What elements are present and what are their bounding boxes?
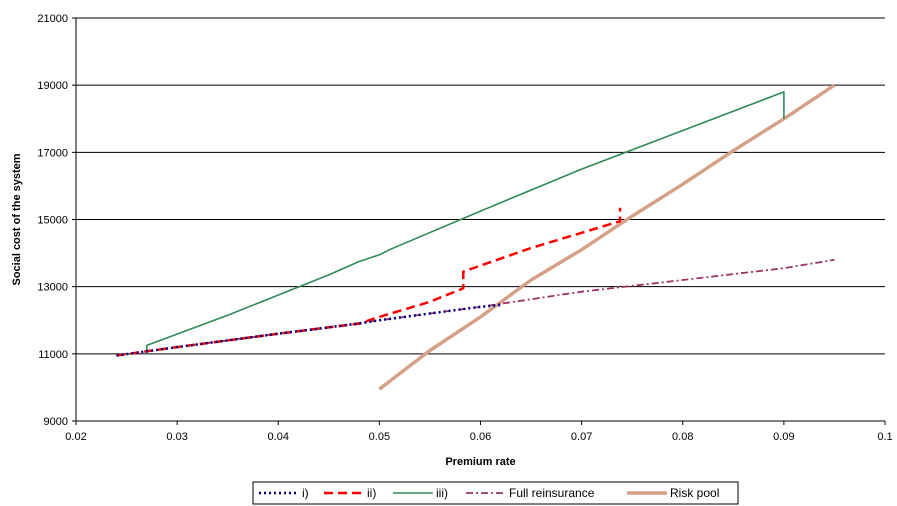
x-axis-ticks: 0.02 0.03 0.04 0.05 0.06 0.07 0.08 0.09 0.1 xyxy=(65,421,893,443)
legend-label: iii) xyxy=(436,486,448,500)
y-tick-label: 9000 xyxy=(44,416,68,428)
legend: i) ii) iii) Full reinsurance Risk pool xyxy=(252,481,739,505)
y-axis-ticks: 9000 11000 13000 15000 17000 19000 21000 xyxy=(37,13,76,428)
y-tick-label: 15000 xyxy=(37,215,68,227)
x-tick-label: 0.06 xyxy=(470,431,491,443)
x-tick-label: 0.04 xyxy=(268,431,289,443)
legend-box xyxy=(252,481,739,505)
y-tick-label: 11000 xyxy=(38,349,68,361)
legend-label: ii) xyxy=(367,486,376,500)
x-tick-label: 0.09 xyxy=(773,431,794,443)
y-axis-label: Social cost of the system xyxy=(11,153,23,285)
x-tick-label: 0.03 xyxy=(166,431,187,443)
gridlines xyxy=(76,17,885,355)
series-line-3 xyxy=(116,258,835,357)
legend-label: i) xyxy=(302,486,309,500)
x-tick-label: 0.02 xyxy=(65,431,86,443)
y-tick-label: 19000 xyxy=(37,80,68,92)
series-lines xyxy=(116,83,836,391)
series-line-1 xyxy=(116,207,622,357)
x-tick-label: 0.08 xyxy=(672,431,693,443)
y-tick-label: 17000 xyxy=(37,147,68,159)
series-line-4 xyxy=(378,83,836,391)
legend-label: Full reinsurance xyxy=(509,486,595,500)
y-tick-label: 13000 xyxy=(37,282,68,294)
x-axis-label: Premium rate xyxy=(445,456,515,468)
x-tick-label: 0.1 xyxy=(877,431,892,443)
legend-label: Risk pool xyxy=(670,486,719,500)
series-line-2 xyxy=(146,91,785,354)
y-tick-label: 21000 xyxy=(37,13,68,25)
x-tick-label: 0.07 xyxy=(571,431,592,443)
x-tick-label: 0.05 xyxy=(369,431,390,443)
